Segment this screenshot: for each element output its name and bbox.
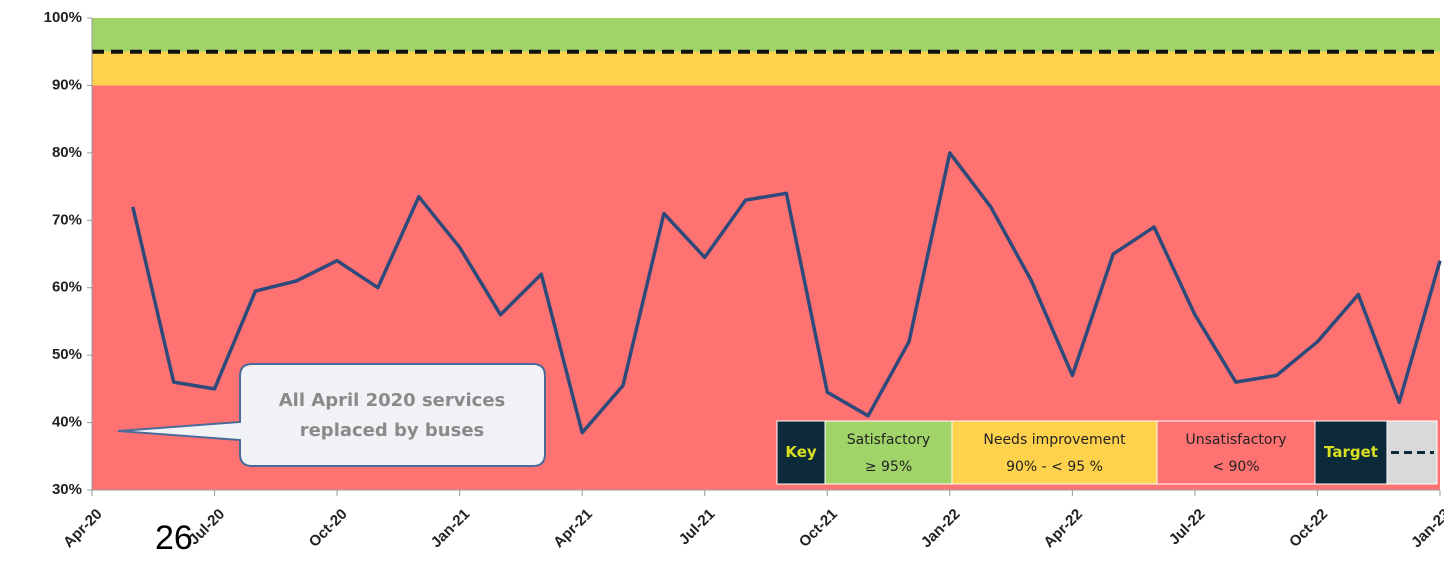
y-tick-label: 80% (52, 144, 82, 161)
legend-name: Unsatisfactory (1186, 432, 1287, 448)
callout (117, 363, 546, 467)
x-tick-label: Apr-21 (550, 506, 596, 552)
x-tick-label: Oct-21 (796, 506, 841, 551)
data-line (131, 151, 1442, 435)
legend-cell (951, 420, 1158, 485)
annotation: All April 2020 services (279, 390, 506, 411)
legend-range: 90% - < 95 % (1006, 459, 1103, 475)
legend-name: Needs improvement (983, 432, 1126, 448)
legend-range: ≥ 95% (865, 459, 912, 475)
x-tick-label: Oct-22 (1286, 506, 1331, 551)
legend-title: Key (785, 443, 817, 461)
y-tick-label: 50% (52, 346, 82, 363)
annotation: replaced by buses (300, 420, 485, 441)
legend-key-cell (776, 420, 826, 485)
legend-target-cell (1314, 420, 1388, 485)
band (92, 51, 1440, 86)
y-tick-label: 40% (52, 414, 82, 431)
legend-cell (824, 420, 953, 485)
x-tick-label: Jul-21 (676, 506, 719, 549)
x-tick-label: Jul-22 (1166, 506, 1209, 549)
x-tick-label: Apr-22 (1040, 506, 1086, 552)
legend-cell (1156, 420, 1316, 485)
legend-name: Satisfactory (847, 432, 930, 448)
x-tick-label: Jan-22 (918, 506, 964, 552)
page-number: 26 (155, 519, 193, 557)
y-tick-label: 100% (44, 9, 82, 26)
x-tick-label: Apr-20 (60, 506, 106, 552)
y-tick-label: 60% (52, 279, 82, 296)
y-tick-label: 90% (52, 76, 82, 93)
legend-target: Target (1324, 443, 1378, 461)
y-tick-label: 30% (52, 481, 82, 498)
x-tick-label: Jan-23 (1408, 506, 1444, 552)
x-tick-label: Oct-20 (306, 506, 351, 551)
band (92, 18, 1440, 52)
x-tick-label: Jan-21 (428, 506, 474, 552)
y-tick-label: 70% (52, 211, 82, 228)
legend-range: < 90% (1212, 459, 1259, 475)
